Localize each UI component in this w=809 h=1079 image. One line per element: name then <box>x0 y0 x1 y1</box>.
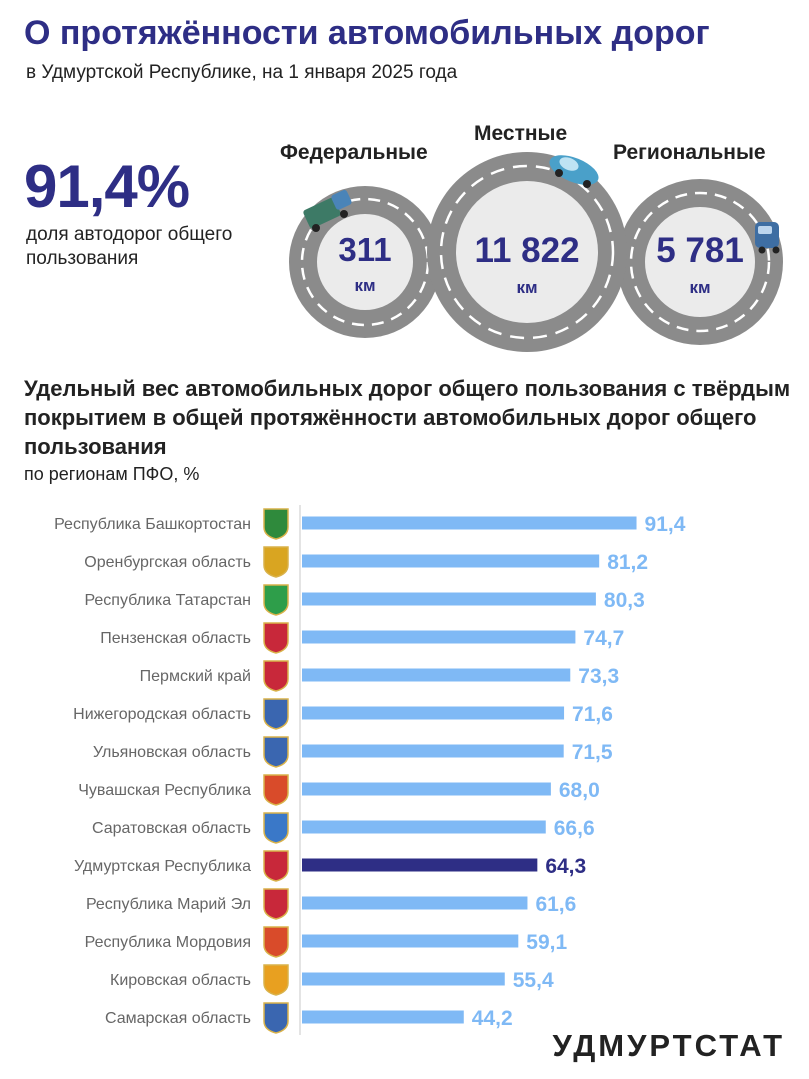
ring-regional <box>617 179 783 345</box>
chart-title: Удельный вес автомобильных дорог общего … <box>24 376 791 459</box>
region-emblem-icon <box>263 774 289 806</box>
category-label: Пензенская область <box>100 630 251 647</box>
van-icon <box>755 222 780 254</box>
region-emblem-icon <box>263 546 289 578</box>
value-label: 59,1 <box>526 931 567 954</box>
value-label: 73,3 <box>578 665 619 688</box>
value-label: 81,2 <box>607 551 648 574</box>
bar <box>302 744 564 758</box>
road-rings-graphic <box>289 152 783 352</box>
category-label: Оренбургская область <box>84 554 251 571</box>
region-emblem-icon <box>263 1002 289 1034</box>
car-icon <box>549 155 599 188</box>
value-label: 64,3 <box>545 855 586 878</box>
category-label: Кировская область <box>110 972 251 989</box>
road-value-local: 11 822 <box>474 231 580 270</box>
region-emblem-icon <box>263 964 289 996</box>
region-emblem-icon <box>263 736 289 768</box>
bar <box>302 820 546 834</box>
road-unit-federal: км <box>354 276 376 295</box>
road-value-regional: 5 781 <box>656 231 744 270</box>
road-unit-local: км <box>516 278 538 297</box>
category-label: Пермский край <box>140 668 251 685</box>
region-emblem-icon <box>263 622 289 654</box>
region-emblem-icon <box>263 812 289 844</box>
bar <box>302 706 565 720</box>
region-emblem-icon <box>263 888 289 920</box>
region-emblem-icon <box>263 508 289 540</box>
value-label: 61,6 <box>535 893 576 916</box>
bar <box>302 554 600 568</box>
brand-logo: УДМУРТСТАТ <box>552 1028 785 1063</box>
category-label: Республика Марий Эл <box>86 896 251 913</box>
bar <box>302 858 538 872</box>
share-value: 91,4% <box>24 153 190 220</box>
value-label: 80,3 <box>604 589 645 612</box>
bar <box>302 1010 464 1024</box>
category-label: Республика Татарстан <box>84 592 251 609</box>
bar <box>302 516 637 530</box>
road-value-federal: 311 <box>338 231 392 268</box>
region-emblem-icon <box>263 850 289 882</box>
bar <box>302 896 528 910</box>
value-label: 66,6 <box>554 817 595 840</box>
category-label: Ульяновская область <box>93 744 251 761</box>
truck-icon <box>303 189 352 232</box>
region-emblem-icon <box>263 660 289 692</box>
value-label: 55,4 <box>513 969 554 992</box>
bar <box>302 592 596 606</box>
category-label: Самарская область <box>105 1010 251 1027</box>
region-emblem-icon <box>263 584 289 616</box>
value-label: 68,0 <box>559 779 600 802</box>
road-unit-regional: км <box>689 278 711 297</box>
category-label: Республика Башкортостан <box>54 516 251 533</box>
road-label-federal: Федеральные <box>280 141 428 164</box>
region-emblem-icon <box>263 926 289 958</box>
chart-subtitle: по регионам ПФО, % <box>24 464 200 484</box>
bar <box>302 972 505 986</box>
bar <box>302 668 571 682</box>
value-label: 74,7 <box>583 627 624 650</box>
category-label: Нижегородская область <box>73 706 251 723</box>
bar <box>302 782 551 796</box>
value-label: 71,6 <box>572 703 613 726</box>
category-label: Саратовская область <box>92 820 251 837</box>
category-label: Чувашская Республика <box>78 782 251 799</box>
category-label: Республика Мордовия <box>85 934 251 951</box>
category-label: Удмуртская Республика <box>74 858 251 875</box>
road-label-regional: Региональные <box>613 141 766 164</box>
value-label: 44,2 <box>472 1007 513 1030</box>
page-subtitle: в Удмуртской Республике, на 1 января 202… <box>26 62 458 83</box>
share-label: доля автодорог общего пользования <box>26 224 233 269</box>
value-label: 91,4 <box>645 513 686 536</box>
page-title: О протяжённости автомобильных дорог <box>24 14 710 52</box>
bar <box>302 934 519 948</box>
region-emblem-icon <box>263 698 289 730</box>
road-label-local: Местные <box>474 122 568 145</box>
value-label: 71,5 <box>572 741 613 764</box>
ring-local <box>427 152 627 352</box>
bar <box>302 630 576 644</box>
